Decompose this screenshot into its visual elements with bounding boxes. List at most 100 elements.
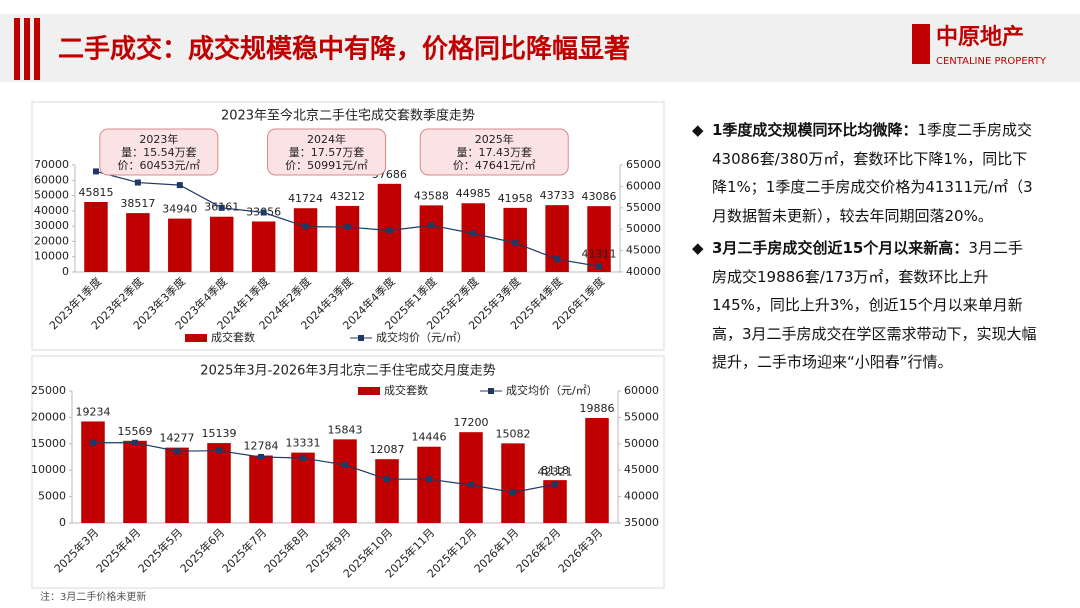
data-label: 38517 [120,197,155,210]
y-tick-label: 50000 [34,189,69,202]
annotation-text: 2024年 [307,132,346,146]
annotation-text: 量：17.43万套 [456,146,532,159]
annotation-text: 2023年 [139,132,178,146]
bullet: 3月二手房成交创近15个月以来新高：3月二手房成交19886套/173万㎡，套数… [692,234,1037,377]
header-band [0,14,1080,82]
line [93,442,556,493]
logo: 中原地产 [936,25,1024,50]
panel [31,101,665,351]
bar [126,213,150,272]
logo-icon [912,24,930,64]
x-tick-label: 2025年7月 [219,525,269,575]
data-label: 13331 [286,437,321,450]
x-tick-label: 2026年1月 [471,525,521,575]
y2-tick-label: 35000 [624,516,659,529]
bar [419,205,444,272]
marker [428,222,435,229]
marker [174,448,180,455]
bullet-text: 3月二手房成交19886套/173万㎡，套数环比上升145%，同比上升3%，创近… [712,239,1037,371]
chart-title: 2023年至今北京二手住宅成交套数季度走势 [221,108,475,124]
legend-swatch [185,334,207,342]
bar [543,480,567,523]
y2-tick-label: 40000 [626,265,661,278]
y2-tick-label: 45000 [624,463,659,476]
y2-tick-label: 50000 [624,437,659,450]
annotation-text: 量：17.57万套 [289,146,365,159]
data-label: 44985 [456,187,491,200]
bullet-text: 1季度二手房成交43086套/380万㎡，套数环比下降1%，同比下降1%；1季度… [712,121,1033,225]
y2-tick-label: 55000 [624,410,659,423]
stripe [14,18,20,80]
marker [302,223,309,230]
bullet-lead: 3月二手房成交创近15个月以来新高： [712,239,969,257]
bar [459,432,483,523]
data-label: 42321 [538,465,573,478]
marker [92,168,99,175]
data-label: 19886 [580,402,615,415]
marker [512,239,519,246]
note: 注：3月二手价格未更新 [40,590,146,603]
bullets: 1季度成交规模同环比均微降：1季度二手房成交43086套/380万㎡，套数环比下… [692,116,1037,381]
x-tick-label: 2026年3月 [555,525,605,575]
y2-tick-label: 60000 [626,179,661,192]
y-tick-label: 0 [59,516,66,529]
legend-swatch [358,387,380,395]
marker [300,455,306,462]
marker [134,179,141,186]
marker [386,227,393,234]
bar [375,459,399,523]
marker [468,481,474,488]
legend-label: 成交均价（元/㎡） [506,383,598,397]
y-tick-label: 20000 [31,410,66,423]
y-tick-label: 25000 [31,384,66,397]
y2-tick-label: 60000 [624,384,659,397]
data-label: 43733 [540,189,575,202]
marker [176,182,183,189]
logo-en: CENTALINE PROPERTY [936,56,1047,67]
data-label: 41958 [498,192,533,205]
bar [335,205,360,272]
annotation-text: 量：15.54万套 [121,146,197,159]
y-tick-label: 15000 [31,437,66,450]
marker [260,209,267,216]
data-label: 41724 [288,192,323,205]
bar [545,205,569,272]
x-tick-label: 2025年5月 [135,525,185,575]
marker [384,476,390,483]
bar [251,221,276,272]
panel [31,355,665,589]
bar [168,218,192,272]
y-tick-label: 0 [62,265,69,278]
marker [344,224,351,231]
bar [207,443,231,523]
x-tick-label: 2025年8月 [261,525,311,575]
data-label: 41311 [582,247,617,260]
y-tick-label: 70000 [34,158,69,171]
legend-swatch [358,335,364,341]
legend-label: 成交套数 [384,383,428,397]
y2-tick-label: 55000 [626,201,661,214]
data-label: 15082 [496,427,531,440]
data-label: 15139 [202,427,237,440]
marker [554,256,561,263]
legend-label: 成交套数 [211,330,255,344]
data-label: 15569 [118,425,153,438]
y-tick-label: 20000 [34,234,69,247]
annotation-text: 2025年 [475,132,514,146]
y2-tick-label: 40000 [624,490,659,503]
marker [596,263,603,270]
x-tick-label: 2025年6月 [177,525,227,575]
annotation-box [419,128,569,176]
marker [342,461,348,468]
bar [585,418,609,523]
y2-tick-label: 65000 [626,158,661,171]
bar [461,203,486,272]
legend-label: 成交均价（元/㎡） [376,330,468,344]
data-label: 15843 [328,423,363,436]
bar [81,421,105,523]
data-label: 17200 [454,416,489,429]
annotation-text: 价：50991元/㎡ [285,159,368,172]
marker [216,447,222,454]
